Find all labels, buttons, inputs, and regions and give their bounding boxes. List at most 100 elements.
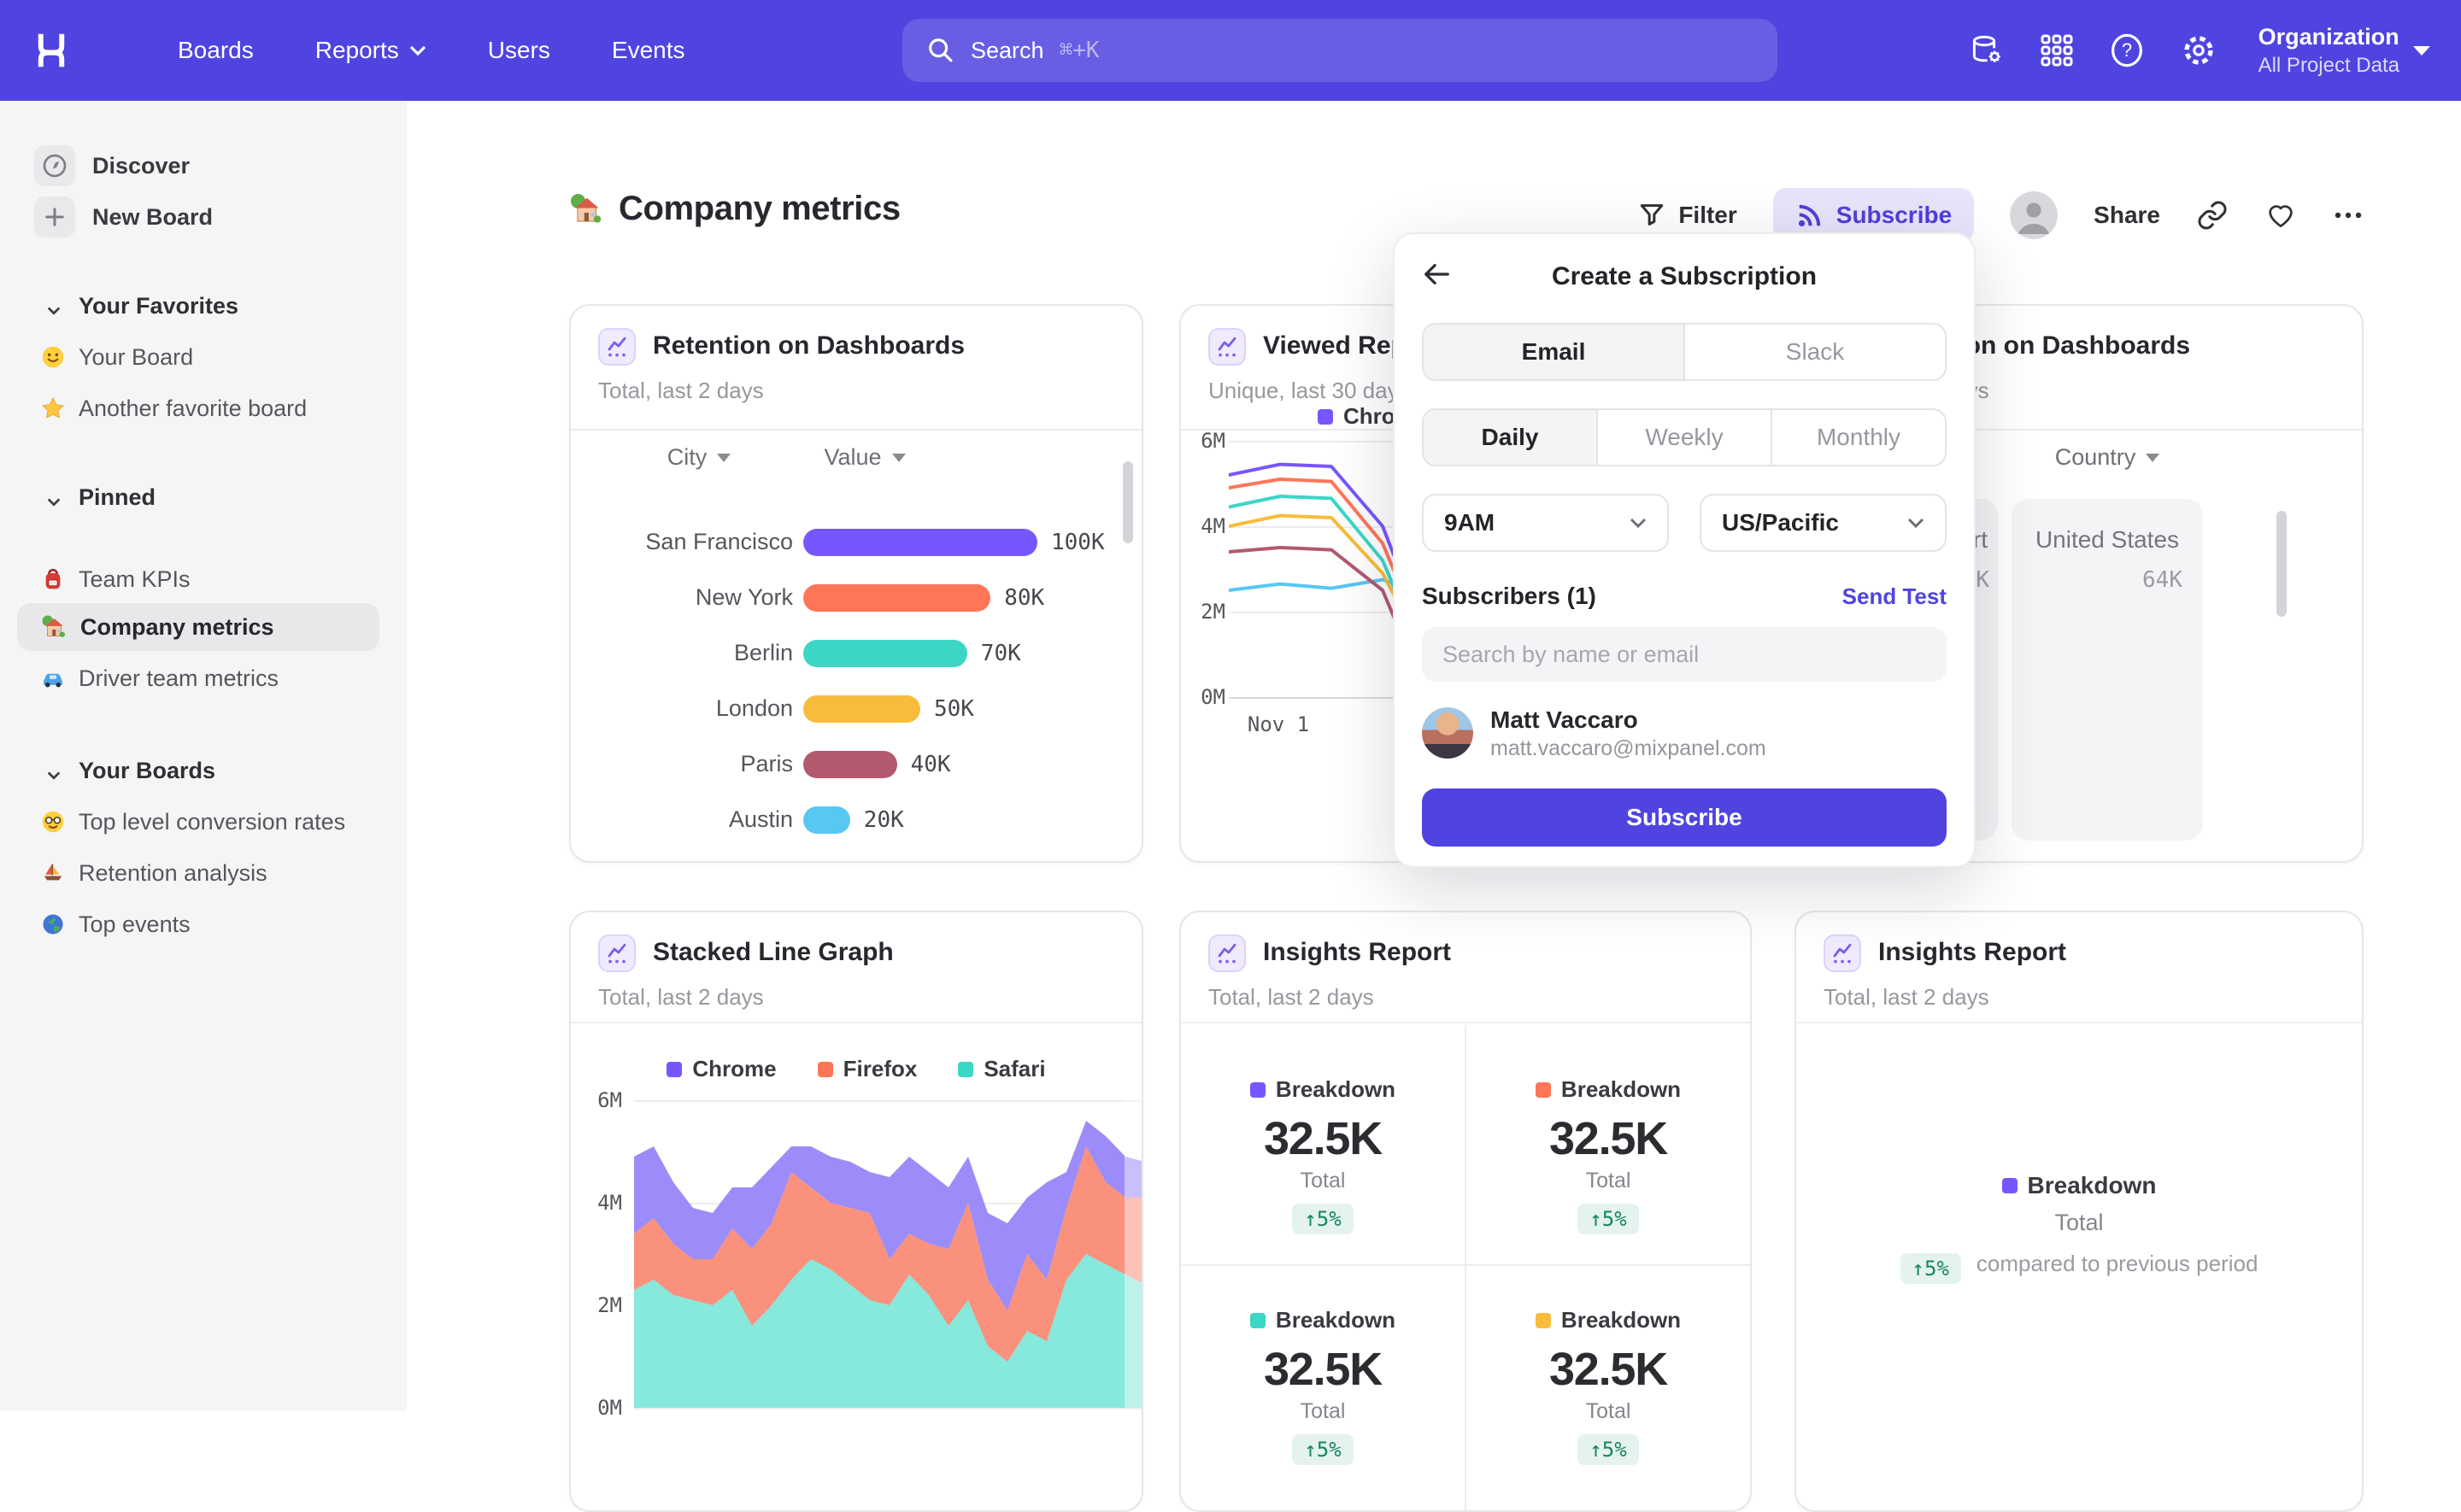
user-avatar[interactable] bbox=[2010, 191, 2059, 239]
delta-badge: ↑5% bbox=[1292, 1203, 1354, 1234]
chevron-down-icon bbox=[2413, 46, 2430, 56]
sidebar-item-top-events[interactable]: Top events bbox=[0, 900, 407, 948]
sidebar-section-your-boards[interactable]: Your Boards bbox=[0, 750, 407, 791]
help-icon[interactable]: ? bbox=[2108, 32, 2146, 69]
apps-grid-icon[interactable] bbox=[2040, 33, 2074, 67]
mixpanel-logo[interactable] bbox=[27, 26, 75, 74]
nav-item-users[interactable]: Users bbox=[487, 37, 550, 63]
table-row: New York 80K bbox=[571, 570, 1118, 625]
value-label: 100K bbox=[1051, 529, 1105, 555]
column-header-city[interactable]: City bbox=[605, 444, 793, 471]
search-icon bbox=[929, 38, 953, 62]
city-label: Austin bbox=[728, 806, 793, 832]
sidebar-item-label: Team KPIs bbox=[79, 566, 191, 592]
data-management-icon[interactable] bbox=[1968, 32, 2006, 69]
delta-badge: ↑5% bbox=[1900, 1253, 1961, 1284]
tab-slack[interactable]: Slack bbox=[1683, 325, 1945, 379]
scrollbar-thumb[interactable] bbox=[1123, 461, 1133, 543]
value-label: 10K bbox=[840, 863, 880, 864]
chevron-down-icon bbox=[1907, 518, 1924, 529]
share-button[interactable]: Share bbox=[2094, 202, 2160, 228]
favorite-heart-icon[interactable] bbox=[2264, 199, 2297, 231]
subscriber-email: matt.vaccaro@mixpanel.com bbox=[1490, 735, 1766, 760]
metric-legend: Breakdown bbox=[2001, 1172, 2156, 1199]
column-header-value[interactable]: Value bbox=[793, 444, 937, 471]
gear-icon[interactable] bbox=[2180, 32, 2217, 69]
send-test-link[interactable]: Send Test bbox=[1841, 583, 1947, 609]
column-header-country[interactable]: Country bbox=[2012, 444, 2203, 471]
org-switcher[interactable]: Organization All Project Data bbox=[2258, 24, 2430, 78]
nav-item-boards[interactable]: Boards bbox=[178, 37, 254, 63]
house-garden-emoji bbox=[569, 192, 603, 226]
value-label: 50K bbox=[934, 695, 974, 722]
legend-item-safari[interactable]: Safari bbox=[958, 1056, 1046, 1082]
tab-monthly[interactable]: Monthly bbox=[1771, 410, 1945, 465]
timezone-select[interactable]: US/Pacific bbox=[1700, 494, 1947, 552]
sidebar-item-your-board[interactable]: Your Board bbox=[0, 333, 407, 381]
sort-caret-icon bbox=[717, 453, 731, 462]
value-label: 80K bbox=[1004, 584, 1045, 611]
value-label: 70K bbox=[980, 640, 1021, 666]
copy-link-icon[interactable] bbox=[2196, 199, 2229, 231]
card-subtitle: Total, last 2 days bbox=[598, 378, 764, 403]
card-title[interactable]: Retention on Dashboards bbox=[653, 331, 966, 360]
sidebar-section-pinned[interactable]: Pinned bbox=[0, 477, 407, 518]
card-title[interactable]: Stacked Line Graph bbox=[653, 938, 894, 966]
metric-legend: Breakdown bbox=[1535, 1076, 1681, 1103]
legend-item-chrome[interactable]: Chrome bbox=[667, 1056, 777, 1082]
org-project: All Project Data bbox=[2258, 53, 2399, 77]
x-tick: Nov 1 bbox=[1247, 712, 1310, 736]
globe-emoji bbox=[41, 912, 65, 936]
table-row: San Francisco 100K bbox=[571, 514, 1118, 570]
sidebar-item-team-kpis[interactable]: Team KPIs bbox=[0, 555, 407, 603]
delta-badge: ↑5% bbox=[1292, 1433, 1354, 1465]
nav-menu: Boards Reports Users Events bbox=[178, 37, 685, 64]
subscriber-row[interactable]: Matt Vaccaro matt.vaccaro@mixpanel.com bbox=[1422, 706, 1947, 761]
board-title: Company metrics bbox=[569, 190, 901, 228]
legend-swatch bbox=[958, 1061, 974, 1077]
card-subtitle: Total, last 2 days bbox=[1208, 984, 1374, 1010]
sidebar-item-company-metrics[interactable]: Company metrics bbox=[17, 603, 379, 651]
legend-swatch bbox=[1318, 408, 1333, 425]
sidebar-item-label: Your Board bbox=[79, 343, 194, 370]
back-arrow-icon[interactable] bbox=[1422, 260, 1451, 289]
more-options-icon[interactable] bbox=[2333, 200, 2364, 231]
legend-item-firefox[interactable]: Firefox bbox=[817, 1056, 917, 1082]
line-chart-icon bbox=[598, 328, 636, 366]
scrollbar-thumb[interactable] bbox=[2276, 511, 2287, 617]
tab-weekly[interactable]: Weekly bbox=[1596, 410, 1771, 465]
y-tick: 2M bbox=[1201, 600, 1225, 624]
sidebar-item-another-favorite-board[interactable]: Another favorite board bbox=[0, 384, 407, 432]
search-input[interactable]: Search ⌘+K bbox=[902, 19, 1777, 82]
value-bar bbox=[803, 806, 850, 834]
sidebar-item-retention-analysis[interactable]: Retention analysis bbox=[0, 849, 407, 897]
y-tick: 2M bbox=[597, 1293, 622, 1317]
filter-button[interactable]: Filter bbox=[1637, 201, 1737, 230]
time-select[interactable]: 9AM bbox=[1422, 494, 1669, 552]
card-title[interactable]: Insights Report bbox=[1878, 938, 2067, 966]
sidebar-item-label: Another favorite board bbox=[79, 395, 308, 421]
chevron-down-icon bbox=[46, 763, 62, 780]
card-title[interactable]: Insights Report bbox=[1263, 938, 1452, 966]
table-row: Bangalore 10K bbox=[571, 847, 1118, 864]
subscriber-search-input[interactable] bbox=[1422, 627, 1947, 682]
sidebar-item-new-board[interactable]: New Board bbox=[0, 193, 407, 241]
city-label: Bangalore bbox=[571, 862, 803, 863]
subscribe-submit-button[interactable]: Subscribe bbox=[1422, 788, 1947, 847]
tab-email[interactable]: Email bbox=[1424, 325, 1683, 379]
cell-name: rt bbox=[1972, 526, 1988, 553]
sidebar: Discover New Board Your Favorites Your B… bbox=[0, 101, 407, 1411]
sidebar-item-driver-team-metrics[interactable]: Driver team metrics bbox=[0, 654, 407, 702]
sidebar-item-label: Top level conversion rates bbox=[79, 808, 346, 835]
nav-item-events[interactable]: Events bbox=[611, 37, 685, 63]
search-placeholder: Search bbox=[971, 37, 1044, 63]
card-subtitle: Total, last 2 days bbox=[598, 984, 764, 1010]
nav-item-reports[interactable]: Reports bbox=[315, 37, 426, 64]
metric-legend: Breakdown bbox=[1249, 1307, 1395, 1333]
grid-cell-united-states: United States 64K bbox=[2012, 499, 2203, 841]
sidebar-item-discover[interactable]: Discover bbox=[0, 142, 407, 190]
sidebar-section-your-favorites[interactable]: Your Favorites bbox=[0, 285, 407, 326]
sidebar-item-top-level-conversion-rates[interactable]: Top level conversion rates bbox=[0, 798, 407, 846]
tab-daily[interactable]: Daily bbox=[1424, 410, 1596, 465]
area-series bbox=[634, 1121, 1142, 1310]
